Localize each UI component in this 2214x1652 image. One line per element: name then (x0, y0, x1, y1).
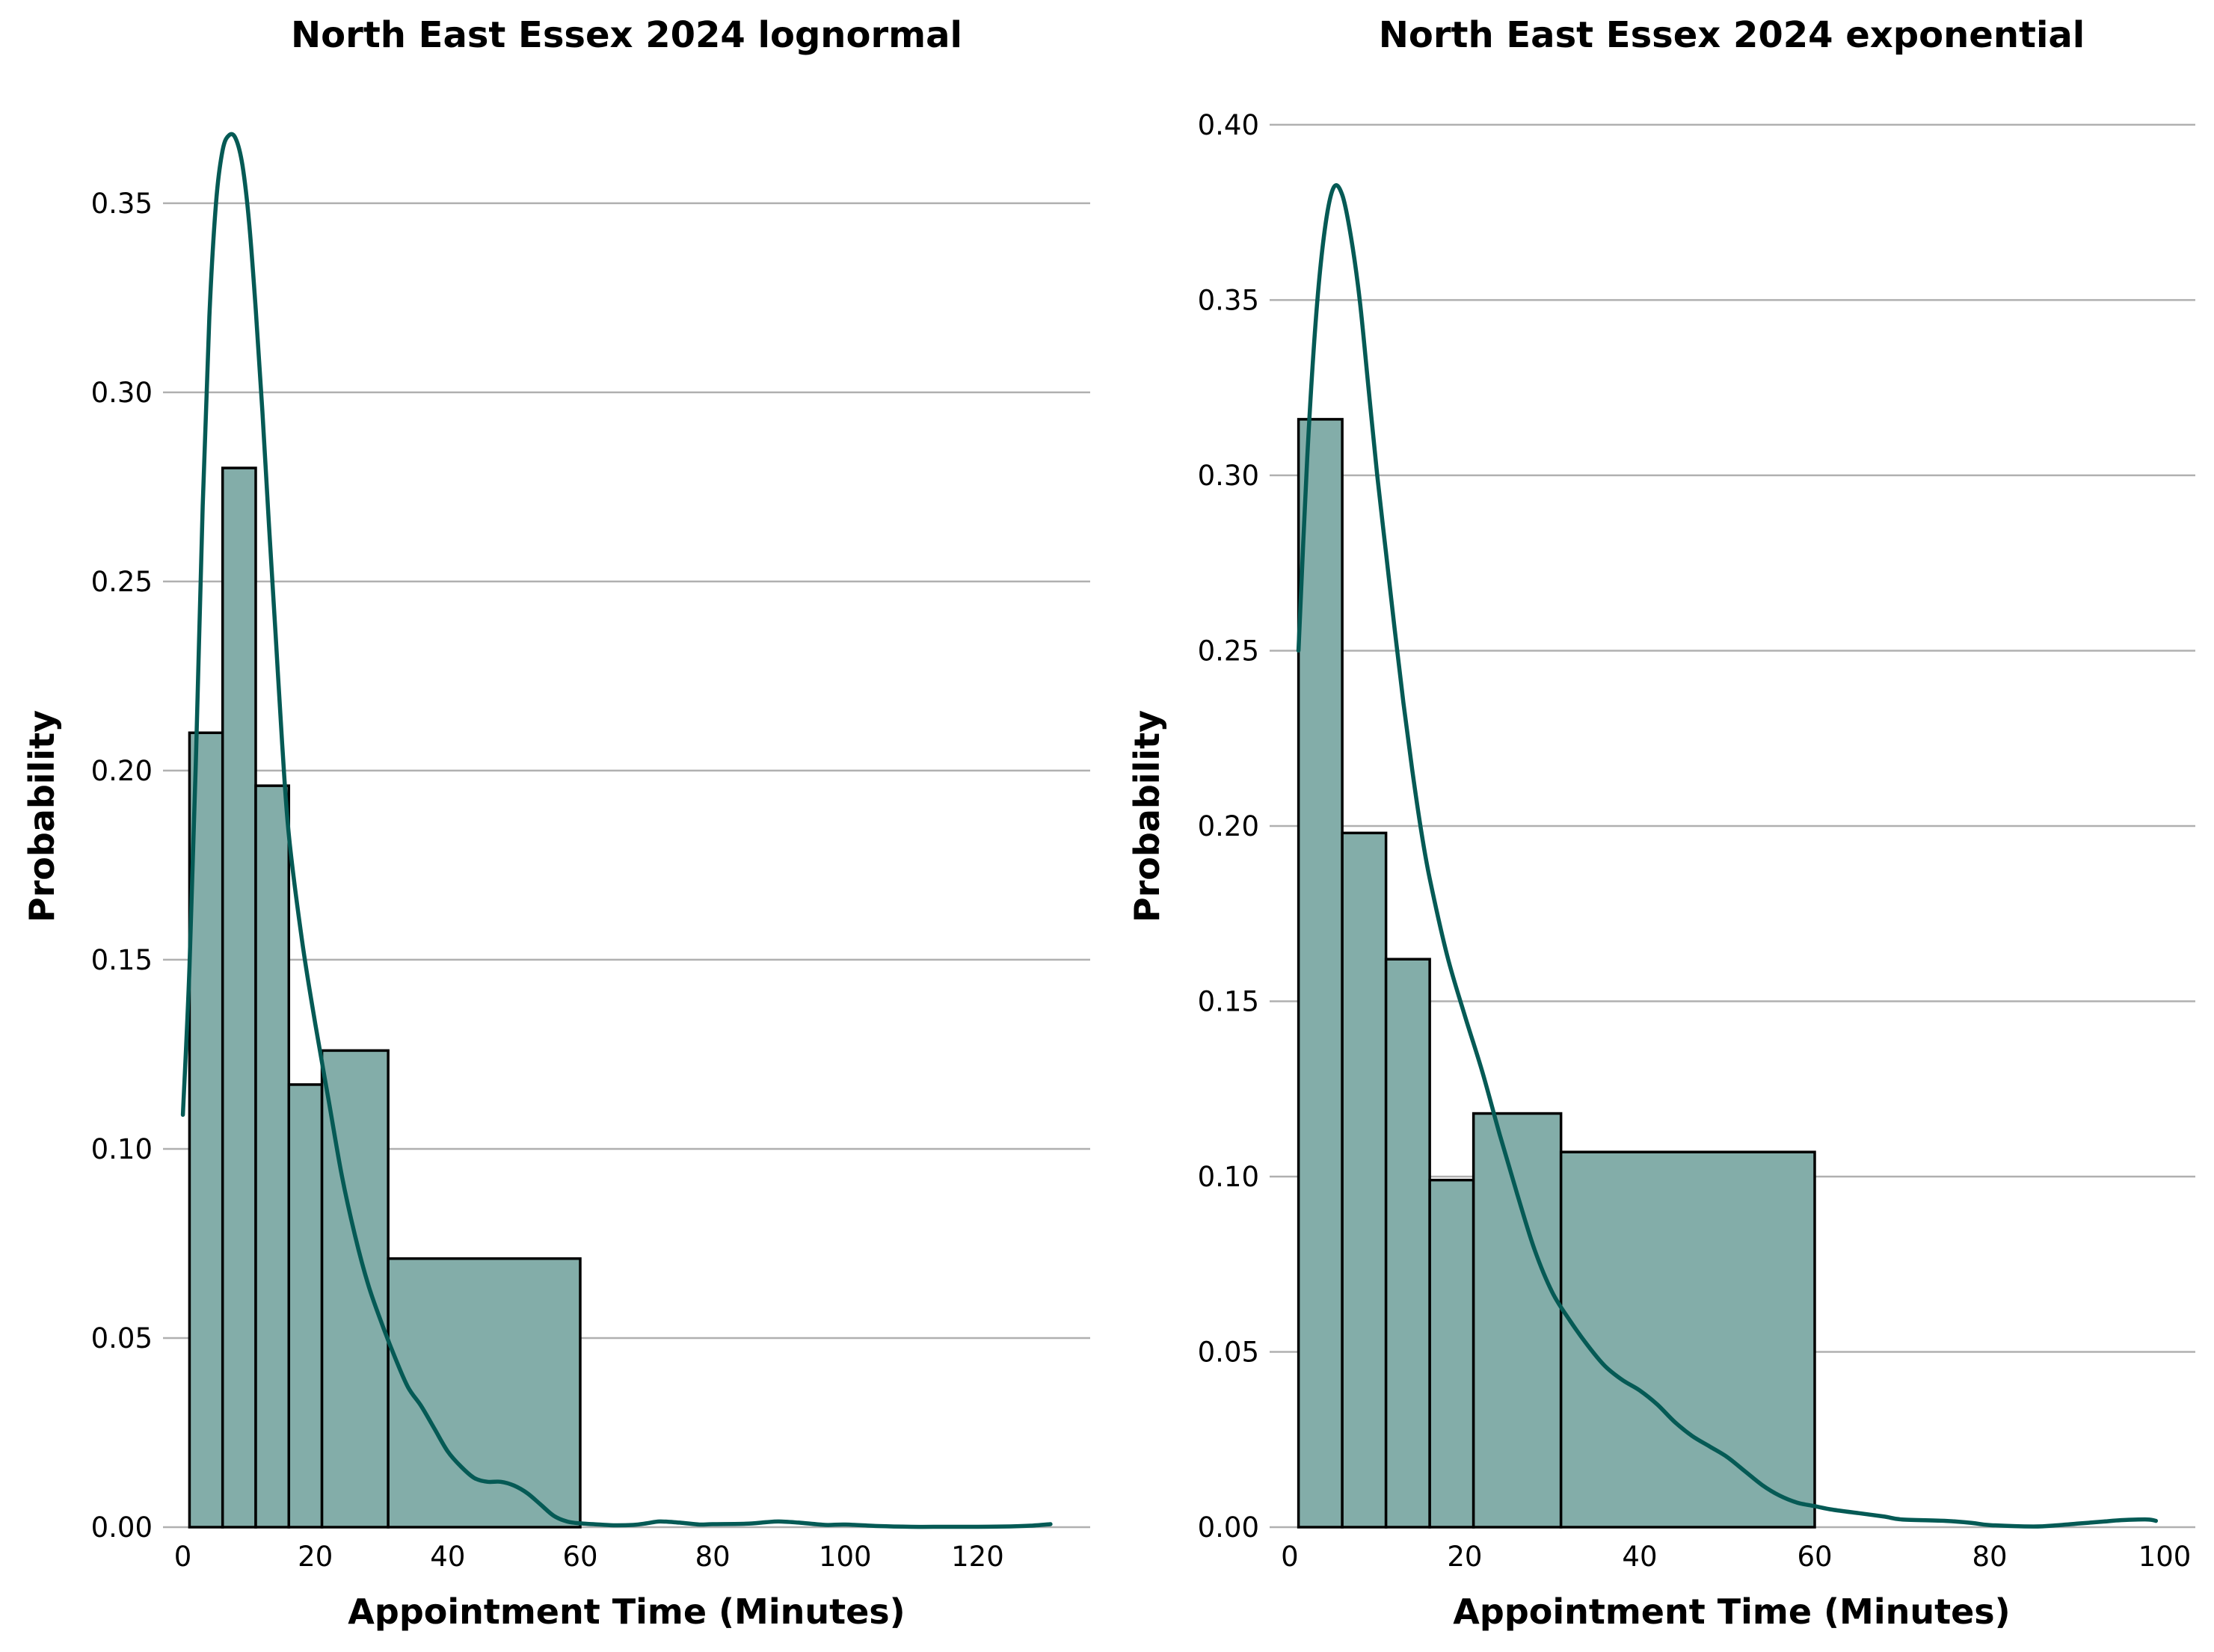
y-tick-label: 0.10 (91, 1133, 153, 1165)
y-tick-label: 0.15 (1198, 985, 1259, 1017)
y-tick-label: 0.20 (1198, 810, 1259, 842)
y-axis-label: Probability (1127, 710, 1167, 922)
kde-curve (180, 132, 1053, 1529)
y-tick-label: 0.10 (1198, 1161, 1259, 1193)
x-tick-label: 100 (819, 1541, 872, 1573)
histogram-bar (387, 1257, 582, 1529)
histogram-bar (221, 466, 257, 1529)
x-tick-label: 20 (1447, 1541, 1482, 1573)
lognormal-chart: 0 20 40 60 80 100 120 0.00 0.05 0.10 0.15 0.20 0.25… (22, 14, 1090, 1632)
y-tick-label: 0.20 (91, 755, 153, 787)
histogram-bar (254, 784, 291, 1529)
x-tick-label: 80 (1972, 1541, 2007, 1573)
x-tick-label: 40 (1622, 1541, 1657, 1573)
y-tick-label: 0.25 (1198, 635, 1259, 667)
x-tick-label: 60 (1797, 1541, 1832, 1573)
histogram-bar (1559, 1150, 1816, 1529)
chart-title: North East Essex 2024 exponential (1379, 14, 2085, 56)
x-axis-label: Appointment Time (Minutes) (348, 1591, 905, 1632)
histogram-bar (1428, 1178, 1475, 1529)
histogram-bar (188, 731, 224, 1529)
y-tick-label: 0.30 (1198, 460, 1259, 492)
chart-title: North East Essex 2024 lognormal (291, 14, 962, 56)
x-tick-label: 0 (174, 1541, 192, 1573)
y-tick-label: 0.00 (91, 1511, 153, 1544)
y-tick-label: 0.00 (1198, 1511, 1259, 1544)
x-tick-label: 20 (298, 1541, 333, 1573)
histogram-bar (1297, 418, 1344, 1529)
x-tick-label: 100 (2138, 1541, 2192, 1573)
kde-curve (1296, 183, 2159, 1529)
y-tick-label: 0.15 (91, 944, 153, 976)
histogram-bar (1384, 958, 1431, 1529)
y-tick-label: 0.35 (1198, 284, 1259, 316)
histogram-bar (1341, 831, 1388, 1529)
x-tick-label: 40 (430, 1541, 465, 1573)
y-tick-label: 0.25 (91, 566, 153, 598)
x-tick-label: 0 (1281, 1541, 1299, 1573)
y-tick-label: 0.35 (91, 188, 153, 220)
y-tick-label: 0.05 (91, 1322, 153, 1354)
histogram-bar (1472, 1112, 1563, 1529)
y-tick-label: 0.05 (1198, 1336, 1259, 1368)
y-tick-label: 0.40 (1198, 109, 1259, 141)
exponential-chart: 0 20 40 60 80 100 0.00 0.05 0.10 0.15 0.20 0.25 0.3… (1127, 14, 2195, 1632)
x-axis-label: Appointment Time (Minutes) (1453, 1591, 2010, 1632)
x-tick-label: 60 (562, 1541, 597, 1573)
histogram-bar (287, 1083, 324, 1529)
x-tick-label: 80 (695, 1541, 731, 1573)
y-axis-label: Probability (22, 710, 62, 922)
y-tick-label: 0.30 (91, 377, 153, 409)
x-tick-label: 120 (951, 1541, 1004, 1573)
